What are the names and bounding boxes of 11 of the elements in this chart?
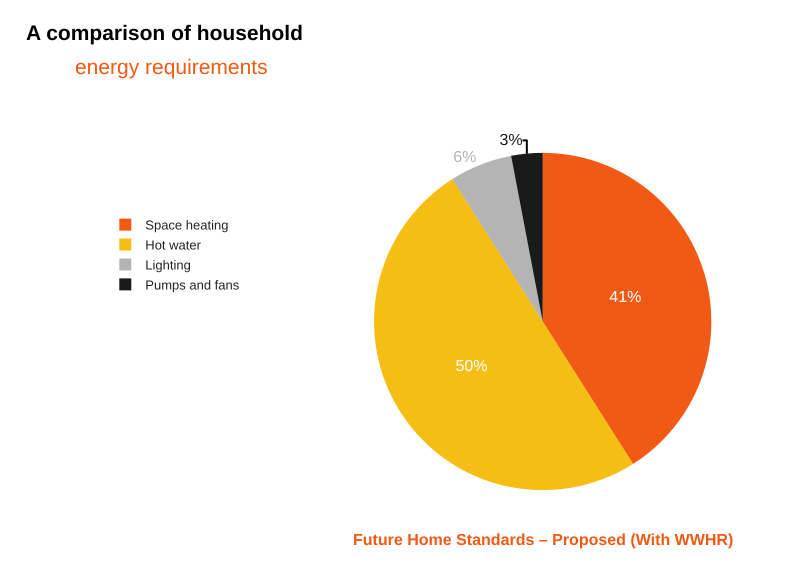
legend-label: Space heating: [145, 218, 228, 233]
legend-label: Hot water: [145, 238, 202, 253]
legend-label: Lighting: [145, 258, 191, 273]
data-label: 6%: [453, 148, 476, 166]
chart-title: A comparison of household: [26, 22, 303, 45]
chart-subtitle: energy requirements: [75, 56, 268, 79]
data-label: 41%: [609, 288, 642, 306]
data-label: 3%: [499, 132, 523, 149]
data-label: 50%: [455, 358, 488, 376]
text: Future Home Standards – Proposed (With WWHR): [353, 532, 734, 549]
legend-label: Pumps and fans: [145, 277, 240, 292]
